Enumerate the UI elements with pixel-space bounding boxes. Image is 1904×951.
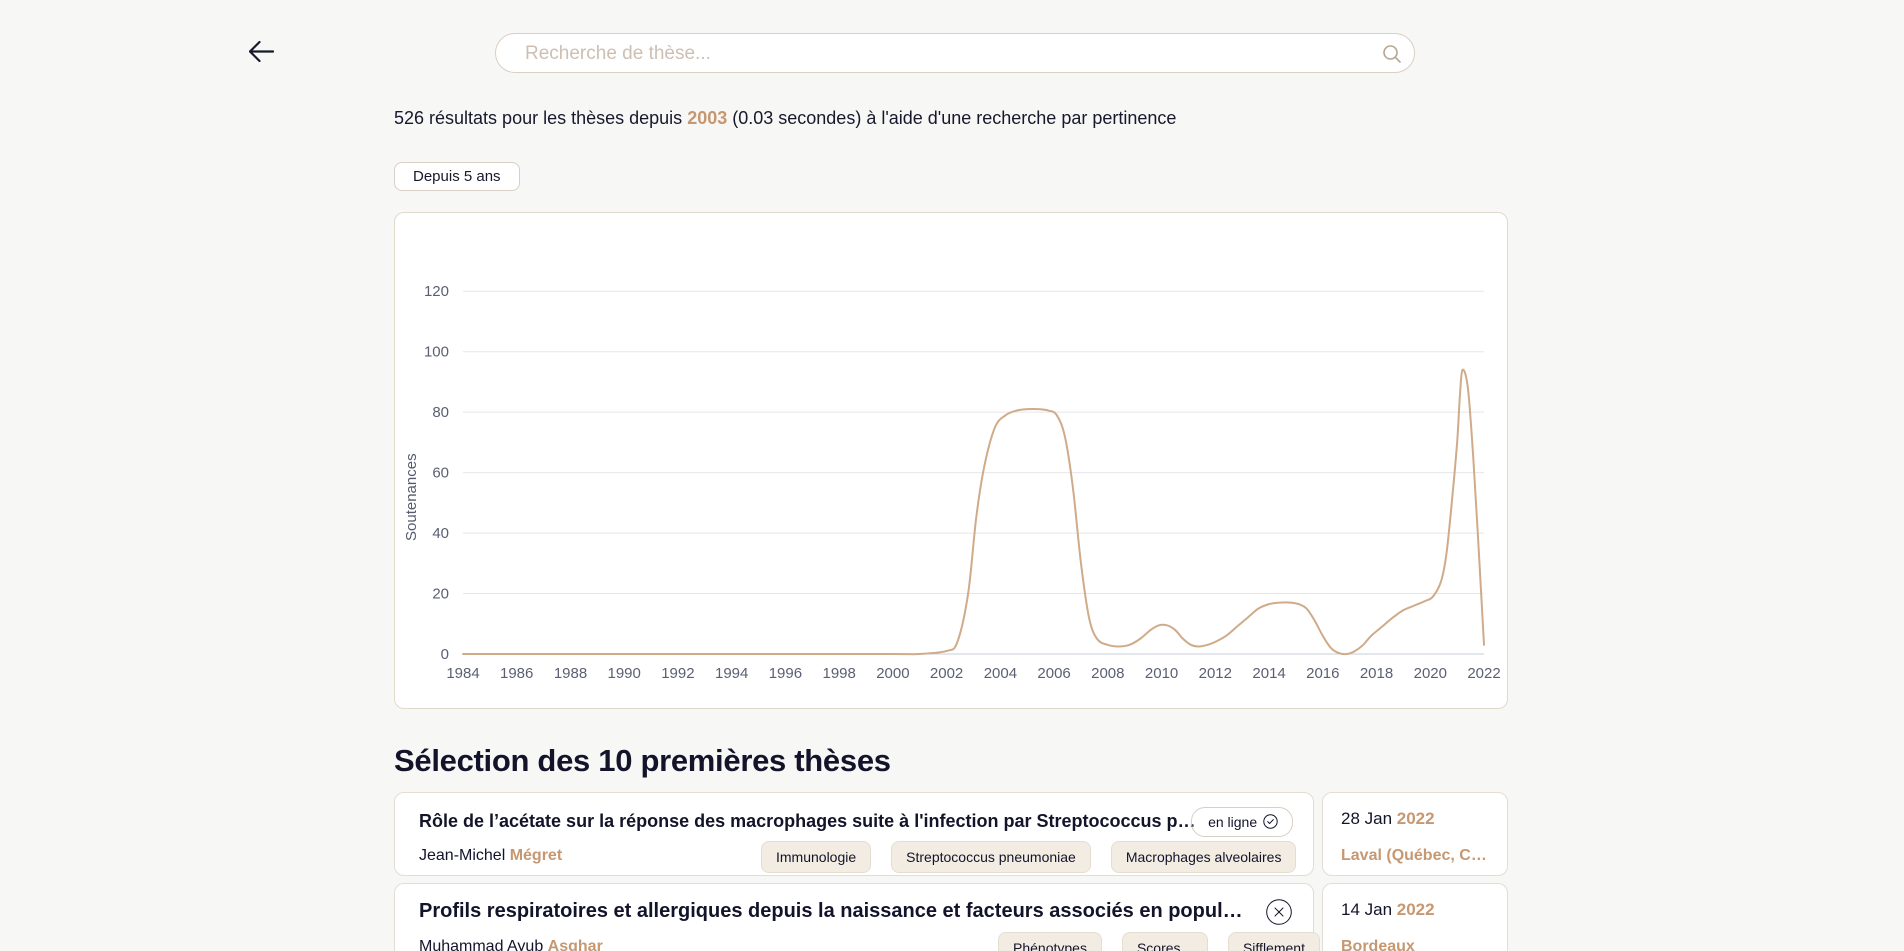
svg-text:80: 80: [432, 404, 449, 421]
svg-text:1984: 1984: [446, 665, 479, 682]
svg-text:40: 40: [432, 525, 449, 542]
svg-text:2018: 2018: [1360, 665, 1393, 682]
svg-text:2000: 2000: [876, 665, 909, 682]
svg-text:2016: 2016: [1306, 665, 1339, 682]
svg-text:2022: 2022: [1467, 665, 1500, 682]
svg-text:0: 0: [441, 646, 449, 663]
svg-text:1992: 1992: [661, 665, 694, 682]
svg-text:1990: 1990: [608, 665, 641, 682]
svg-text:120: 120: [424, 283, 449, 300]
svg-text:2014: 2014: [1252, 665, 1285, 682]
svg-text:100: 100: [424, 344, 449, 361]
svg-text:20: 20: [432, 586, 449, 603]
svg-text:1988: 1988: [554, 665, 587, 682]
svg-text:2012: 2012: [1199, 665, 1232, 682]
svg-text:2008: 2008: [1091, 665, 1124, 682]
svg-text:2004: 2004: [984, 665, 1017, 682]
svg-text:1986: 1986: [500, 665, 533, 682]
svg-text:2020: 2020: [1414, 665, 1447, 682]
svg-text:2006: 2006: [1037, 665, 1070, 682]
svg-text:1994: 1994: [715, 665, 748, 682]
svg-text:1996: 1996: [769, 665, 802, 682]
svg-text:1998: 1998: [823, 665, 856, 682]
svg-text:2010: 2010: [1145, 665, 1178, 682]
svg-text:2002: 2002: [930, 665, 963, 682]
svg-text:60: 60: [432, 465, 449, 482]
